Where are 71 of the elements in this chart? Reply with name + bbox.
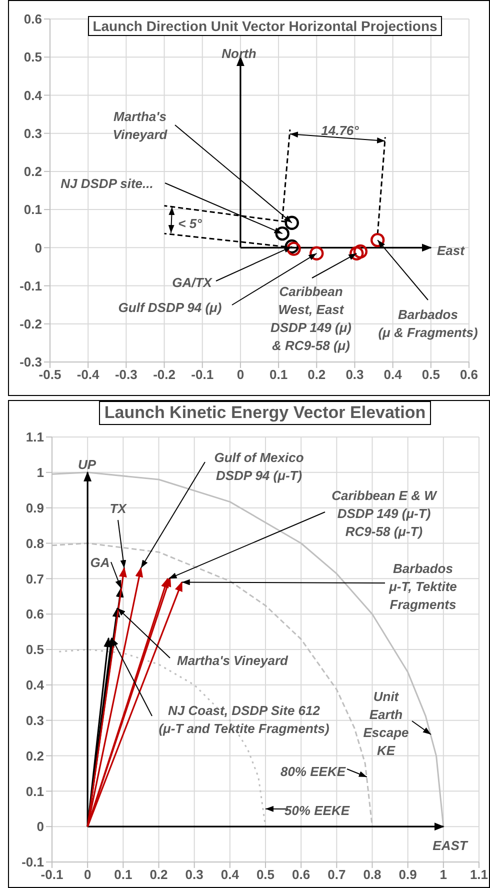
x-tick-label: -0.3 (114, 367, 138, 382)
chart-title: Launch Direction Unit Vector Horizontal Projections (88, 16, 442, 36)
x-tick-label: 0 (84, 867, 92, 882)
y-tick-label: 0 (34, 240, 42, 256)
y-tick-label: 1 (36, 465, 44, 480)
x-tick-label: 0.1 (270, 367, 288, 382)
y-tick-label: -0.1 (22, 854, 44, 870)
y-tick-label: 0.3 (24, 126, 42, 141)
y-tick-label: 0.2 (24, 164, 42, 180)
annotation: Barbados (μ & Fragments) (378, 307, 478, 340)
annotation: 50% EEKE (284, 803, 350, 818)
annotation: Caribbean E & W DSDP 149 (μ-T) RC9-58 (μ-T) (332, 488, 438, 540)
annotation: Gulf of Mexico DSDP 94 (μ-T) (214, 450, 304, 484)
x-tick-label: 0.4 (220, 867, 240, 882)
annotation: < 5° (178, 216, 203, 232)
x-tick-label: 0.3 (185, 867, 204, 882)
y-tick-label: 0.4 (26, 678, 45, 693)
x-tick-label: 0.8 (363, 867, 382, 882)
x-tick-label: 0.3 (346, 367, 364, 382)
annotation: NJ Coast, DSDP Site 612 (μ-T and Tektite Fragments) (158, 703, 330, 736)
y-tick-label: 0 (36, 819, 44, 834)
y-tick-label: -0.3 (20, 354, 42, 370)
y-tick-label: 0.1 (24, 202, 42, 218)
x-tick-label: 0 (236, 367, 244, 382)
x-tick-label: -0.2 (153, 367, 176, 382)
x-tick-label: 0.6 (460, 367, 478, 382)
x-tick-label: 0.2 (150, 867, 168, 882)
y-tick-label: 0.7 (26, 571, 44, 586)
annotation: Gulf DSDP 94 (μ) (118, 300, 222, 316)
y-tick-label: 0.3 (26, 712, 44, 728)
annotation: TX (110, 501, 128, 516)
annotation: Martha's Vineyard (112, 109, 168, 142)
x-tick-label: 0.5 (256, 867, 275, 882)
x-tick-label: -0.1 (191, 367, 214, 382)
x-tick-label: 1 (440, 867, 448, 882)
y-tick-label: 0.6 (26, 606, 44, 622)
y-tick-label: -0.2 (20, 316, 42, 332)
y-tick-label: 0.1 (26, 784, 44, 799)
annotation: NJ DSDP site... (60, 176, 154, 192)
y-tick-label: 0.2 (26, 748, 44, 764)
x-tick-label: -0.4 (76, 367, 100, 382)
annotation: EAST (432, 838, 468, 854)
y-tick-label: 0.6 (24, 12, 42, 27)
y-tick-label: 0.8 (26, 536, 44, 551)
annotation: GA (90, 555, 110, 570)
annotation: East (437, 243, 466, 258)
annotation: UP (78, 457, 96, 472)
y-tick-label: 0.5 (26, 642, 44, 658)
annotation: 14.76° (321, 123, 360, 138)
y-tick-label: 0.4 (24, 88, 43, 103)
x-tick-label: 0.2 (308, 367, 326, 382)
chart-title: Launch Kinetic Energy Vector Elevation (99, 401, 431, 425)
x-tick-label: 1.1 (470, 867, 488, 882)
annotation: North (222, 46, 256, 62)
annotation: Barbados μ-T, Tektite Fragments (388, 561, 457, 612)
x-tick-label: 0.7 (328, 867, 346, 882)
x-tick-label: 0.1 (114, 867, 132, 882)
x-tick-label: 0.9 (398, 867, 417, 882)
annotation: Martha's Vineyard (177, 653, 290, 668)
annotation: Unit Earth Escape KE (363, 689, 409, 758)
y-tick-label: 0.9 (26, 500, 44, 516)
x-tick-label: -0.5 (38, 367, 62, 382)
annotation: GA/TX (172, 275, 214, 290)
y-tick-label: -0.1 (20, 278, 42, 294)
y-tick-label: 1.1 (26, 430, 44, 445)
x-tick-label: 0.6 (292, 867, 310, 882)
x-tick-label: 0.4 (384, 367, 403, 382)
y-tick-label: 0.5 (24, 50, 42, 65)
x-tick-label: 0.5 (422, 367, 440, 382)
annotation: Caribbean West, East DSDP 149 (μ) & RC9-58 (μ) (270, 284, 352, 354)
annotation: 80% EEKE (280, 764, 346, 780)
